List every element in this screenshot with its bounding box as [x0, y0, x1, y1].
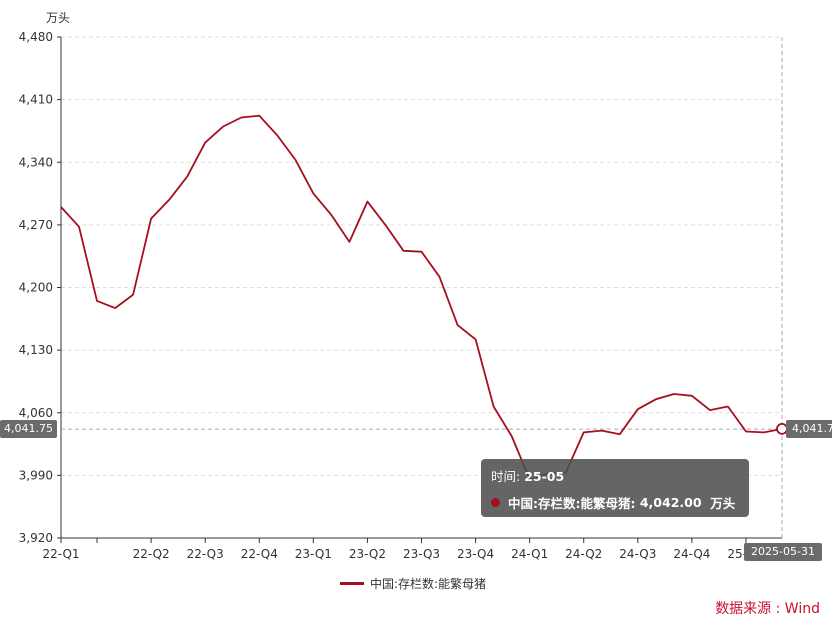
tooltip-series-dot-icon [491, 498, 500, 507]
series-group [60, 114, 788, 480]
x-tick-label: 22-Q4 [241, 547, 278, 561]
y-tick-label: 3,920 [19, 531, 53, 545]
y-axis-ticks: 3,920 3,990 4,060 4,130 4,200 4,270 4,340 4,410… [19, 30, 61, 545]
y-tick-label: 4,130 [19, 343, 53, 357]
crosshair-x-label: 2025-05-31 [744, 543, 822, 561]
tooltip-time-row: 时间: 25-05 [491, 466, 739, 485]
x-tick-label: 22-Q3 [187, 547, 224, 561]
x-tick-label: 24-Q1 [511, 547, 548, 561]
y-tick-label: 4,340 [19, 155, 53, 169]
y-tick-label: 4,480 [19, 30, 53, 44]
tooltip-series-label: 中国:存栏数:能繁母猪: [508, 496, 636, 511]
x-tick-label: 23-Q3 [403, 547, 440, 561]
series-line [60, 114, 783, 480]
y-tick-label: 4,410 [19, 93, 53, 107]
grid-lines [61, 36, 783, 538]
tooltip-unit: 万头 [710, 496, 736, 511]
tooltip-value: 4,042.00 [639, 495, 702, 510]
crosshair-y-label-left: 4,041.75 [0, 420, 57, 438]
legend-label[interactable]: 中国:存栏数:能繁母猪 [370, 577, 487, 591]
y-tick-label: 4,270 [19, 218, 53, 232]
y-tick-label: 4,060 [19, 406, 53, 420]
tooltip-value-row: 中国:存栏数:能繁母猪: 4,042.00 万头 [491, 493, 739, 512]
crosshair-y-label-right: 4,041.7 [786, 420, 832, 438]
crosshair [61, 37, 783, 538]
data-source: 数据来源 : Wind [715, 601, 820, 617]
x-tick-label: 22-Q1 [42, 547, 79, 561]
tooltip: 时间: 25-05 中国:存栏数:能繁母猪: 4,042.00 万头 [481, 459, 749, 517]
tooltip-time-value: 25-05 [524, 469, 565, 484]
x-axis-ticks: 22-Q1 22-Q2 22-Q3 22-Q4 23-Q1 23-Q2 23-Q3 23-Q4… [42, 538, 765, 561]
legend[interactable]: 中国:存栏数:能繁母猪 [340, 575, 486, 592]
x-tick-label: 24-Q4 [673, 547, 710, 561]
x-tick-label: 24-Q3 [619, 547, 656, 561]
x-tick-label: 23-Q4 [457, 547, 494, 561]
x-tick-label: 23-Q2 [349, 547, 386, 561]
y-tick-label: 3,990 [19, 468, 53, 482]
y-tick-label: 4,200 [19, 281, 53, 295]
legend-line-icon [340, 582, 364, 585]
x-tick-label: 23-Q1 [295, 547, 332, 561]
tooltip-time-label: 时间: [491, 469, 521, 484]
x-tick-label: 22-Q2 [133, 547, 170, 561]
x-tick-label: 24-Q2 [565, 547, 602, 561]
y-axis-unit: 万头 [46, 11, 70, 25]
